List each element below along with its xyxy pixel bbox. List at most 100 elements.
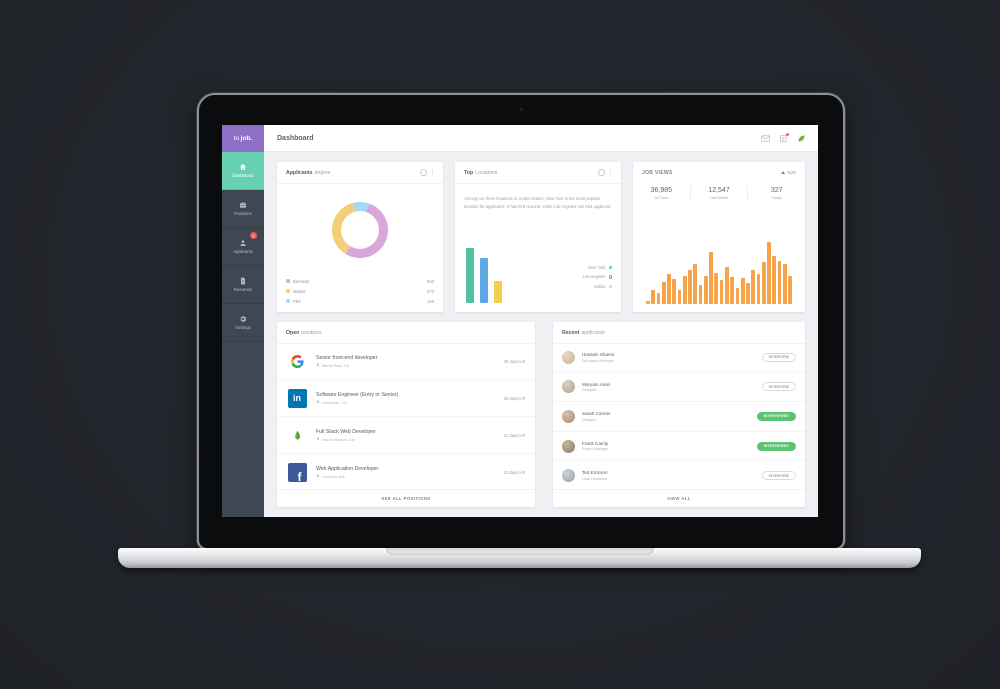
legend-label: Phd — [293, 298, 301, 304]
sidebar-item-label: Settings — [235, 325, 251, 331]
position-row[interactable]: Full Stack Web Developer San Francisco, C… — [277, 417, 535, 454]
status-button[interactable]: INTERVIEWED — [756, 411, 796, 421]
job-views-bar — [777, 260, 782, 304]
facebook-logo-icon: f — [287, 462, 307, 484]
job-views-stat: 12,547 Last Month — [689, 185, 748, 202]
stat-value: 12,547 — [708, 187, 730, 194]
top-locations-card: Top Locations Among our three locations i… — [455, 162, 621, 312]
legend-dot — [286, 279, 290, 283]
job-views-bar — [672, 279, 677, 304]
recent-applicants-card: Recent applicants Hossein Shams Full-stack… — [553, 322, 805, 507]
user-icon — [239, 239, 247, 247]
job-views-bar — [761, 261, 766, 304]
applicant-row[interactable]: Sarah Conner Designer INTERVIEWED — [553, 402, 805, 432]
stat-value: 327 — [770, 187, 783, 194]
sidebar-item-resumes[interactable]: Resumes — [222, 266, 264, 304]
days-left-label: 21 days left — [503, 432, 525, 438]
card-title: Applicants degree — [286, 169, 331, 176]
position-title: Senior front-end developer — [316, 354, 378, 361]
job-views-bar — [688, 269, 692, 304]
sidebar-item-applicants[interactable]: Applicants 2 — [222, 228, 264, 266]
open-positions-card: Open positions Senior front-end developer… — [277, 322, 535, 507]
status-button[interactable]: INTERVIEW — [761, 471, 796, 481]
card-header: Applicants degree — [277, 162, 443, 184]
card-header: JOB VIEWS %20 — [633, 162, 805, 183]
position-title: Software Engineer (Entry or Senior) — [316, 391, 399, 398]
job-views-bar — [788, 275, 792, 304]
status-button[interactable]: INTERVIEW — [761, 352, 796, 362]
sidebar-item-dashboard[interactable]: Dashboard — [222, 152, 264, 190]
applicant-role: Designer — [582, 417, 597, 422]
mail-icon[interactable] — [761, 134, 770, 143]
job-views-bar — [698, 285, 703, 304]
job-views-stat: 327 Today — [747, 185, 805, 202]
position-location: Lexinton, MA. — [316, 474, 378, 479]
applicant-avatar — [562, 439, 575, 453]
app-logo[interactable]: to job. — [222, 125, 264, 152]
more-options-icon[interactable] — [609, 169, 612, 177]
job-views-stat: 36,985 All Time — [633, 185, 690, 202]
more-options-icon[interactable] — [431, 169, 434, 177]
days-left-label: 34 days left — [503, 395, 525, 401]
app-logo-light: to — [233, 135, 240, 142]
job-views-bar — [751, 269, 756, 304]
applicant-info: Sarah Conner Designer — [582, 411, 611, 422]
trend-badge: %20 — [780, 170, 796, 175]
degree-legend: Bachelor 953 Master 673 Phd 169 — [286, 276, 434, 306]
status-button[interactable]: INTERVIEWED — [756, 441, 796, 451]
applicant-info: Frank Camly Project Manager — [582, 441, 608, 452]
sidebar-item-positions[interactable]: Positions — [222, 190, 264, 228]
locations-bar-chart — [466, 247, 502, 303]
laptop-screen-bezel: to job. Dashboard Positions Applicants 2 Res… — [197, 93, 845, 550]
position-location: Livermore, CA — [316, 400, 398, 405]
applicant-info: Maryam Amiri Designer — [582, 382, 610, 393]
legend-item: Dallas — [583, 282, 612, 292]
applicant-row[interactable]: Ted Erricson Lead Developer INTERVIEW — [553, 461, 805, 490]
applicant-name: Hossein Shams — [582, 352, 615, 358]
sidebar-item-settings[interactable]: Settings — [222, 304, 264, 342]
location-bar — [494, 281, 502, 303]
job-views-bar — [730, 276, 735, 304]
sidebar: to job. Dashboard Positions Applicants 2 Res… — [222, 125, 264, 517]
sidebar-item-label: Dashboard — [232, 173, 254, 179]
applicant-row[interactable]: Hossein Shams Full-stack developer INTERVI… — [553, 343, 805, 373]
leaf-avatar[interactable] — [797, 134, 806, 143]
pin-icon — [316, 400, 320, 404]
linkedin-logo-icon: in — [287, 388, 307, 408]
sidebar-item-label: Applicants — [233, 249, 253, 255]
job-views-card: JOB VIEWS %20 36,985 All Time 12,547 Last M… — [633, 162, 805, 312]
card-actions — [598, 169, 612, 177]
applicant-info: Ted Erricson Lead Developer — [582, 470, 608, 481]
legend-value: 673 — [427, 288, 434, 294]
pin-icon — [316, 474, 320, 478]
position-row[interactable]: in Software Engineer (Entry or Senior) Liv… — [277, 380, 535, 417]
legend-item: New York — [583, 263, 612, 273]
notification-dot — [786, 132, 789, 136]
refresh-icon[interactable] — [598, 169, 605, 176]
applicant-row[interactable]: Maryam Amiri Designer INTERVIEW — [553, 373, 805, 403]
position-row[interactable]: f Web Application Developer Lexinton, MA. 1… — [277, 454, 535, 490]
applicant-avatar — [562, 469, 575, 483]
job-views-bar — [646, 300, 650, 304]
legend-label: Bachelor — [293, 278, 310, 284]
see-all-positions-button[interactable]: SEE ALL POSITIONS — [277, 489, 535, 507]
page-title: Dashboard — [277, 134, 314, 142]
status-button[interactable]: INTERVIEW — [761, 382, 796, 392]
stat-label: All Time — [654, 195, 669, 200]
notifications-icon[interactable] — [779, 132, 789, 143]
legend-ring-icon — [608, 284, 612, 288]
trend-up-icon — [780, 171, 785, 174]
view-all-button[interactable]: VIEW ALL — [553, 489, 805, 507]
refresh-icon[interactable] — [420, 169, 427, 176]
applicant-name: Frank Camly — [582, 440, 609, 446]
job-views-bar — [772, 255, 777, 304]
file-icon — [239, 277, 247, 285]
location-bar — [466, 248, 474, 303]
applicant-row[interactable]: Frank Camly Project Manager INTERVIEWED — [553, 432, 805, 462]
positions-list: Senior front-end developer Menlo Park, CA… — [277, 343, 535, 490]
position-info: Software Engineer (Entry or Senior) Liver… — [316, 392, 398, 405]
sidebar-item-label: Resumes — [233, 287, 253, 293]
legend-ring-icon — [608, 275, 612, 279]
applicant-avatar — [562, 409, 575, 423]
position-row[interactable]: Senior front-end developer Menlo Park, CA… — [277, 343, 535, 380]
